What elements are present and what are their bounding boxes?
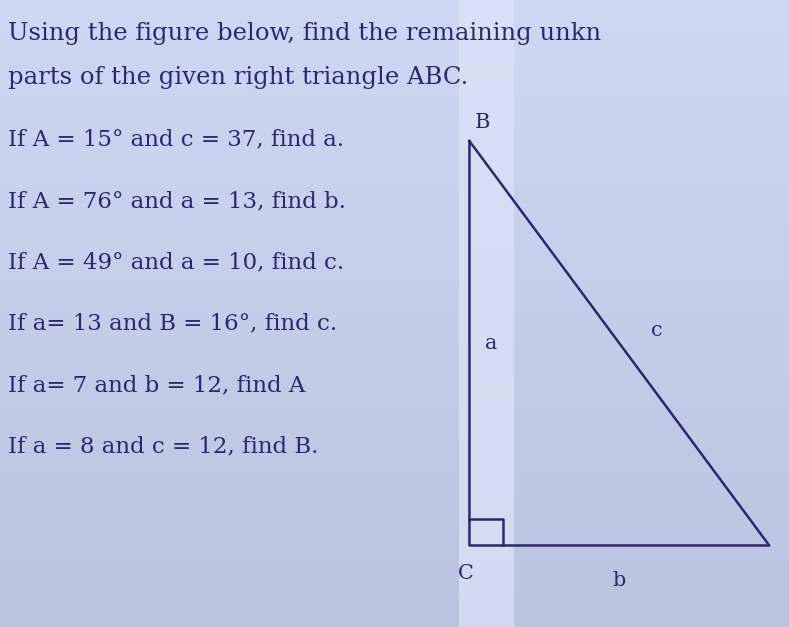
Text: If a= 13 and B = 16°, find c.: If a= 13 and B = 16°, find c. xyxy=(8,313,337,335)
Bar xyxy=(459,0,514,627)
Text: B: B xyxy=(475,113,490,132)
Text: Using the figure below, find the remaining unkn: Using the figure below, find the remaini… xyxy=(8,22,601,45)
Text: If A = 76° and a = 13, find b.: If A = 76° and a = 13, find b. xyxy=(8,190,346,212)
Text: If A = 15° and c = 37, find a.: If A = 15° and c = 37, find a. xyxy=(8,129,344,150)
Text: b: b xyxy=(613,571,626,589)
Text: If a= 7 and b = 12, find A: If a= 7 and b = 12, find A xyxy=(8,374,305,396)
Text: C: C xyxy=(458,564,473,583)
Text: If a = 8 and c = 12, find B.: If a = 8 and c = 12, find B. xyxy=(8,436,318,458)
Text: If A = 49° and a = 10, find c.: If A = 49° and a = 10, find c. xyxy=(8,251,344,273)
Text: a: a xyxy=(485,334,498,353)
Text: parts of the given right triangle ABC.: parts of the given right triangle ABC. xyxy=(8,66,468,89)
Text: c: c xyxy=(651,321,663,340)
